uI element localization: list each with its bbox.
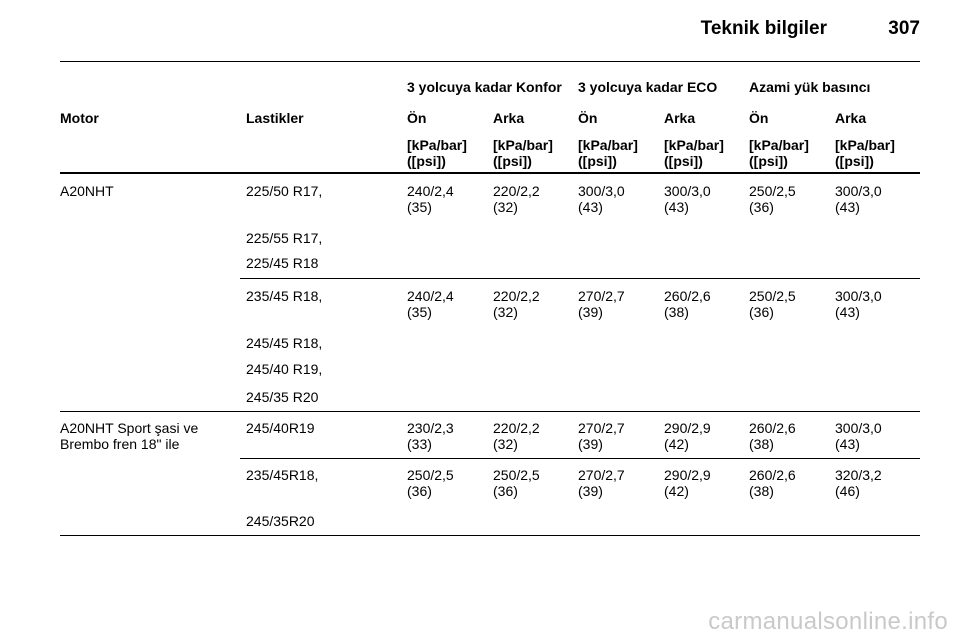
row-divider	[60, 411, 920, 412]
motor-cell: A20NHT Sport şasi ve Brembo fren 18" ile	[60, 420, 199, 452]
page-title: Teknik bilgiler	[700, 18, 827, 39]
table-bottom-rule	[60, 535, 920, 536]
watermark: carmanualsonline.info	[708, 608, 948, 635]
pressure-cell: 290/2,9 (42)	[664, 420, 711, 452]
col-header-eco-rear: Arka	[664, 110, 696, 126]
unit-header: [kPa/bar] ([psi])	[407, 137, 467, 169]
pressure-cell: 250/2,5 (36)	[493, 467, 540, 499]
col-header-comfort-front: Ön	[407, 110, 427, 126]
unit-header: [kPa/bar] ([psi])	[749, 137, 809, 169]
pressure-cell: 300/3,0 (43)	[835, 420, 882, 452]
pressure-cell: 260/2,6 (38)	[749, 467, 796, 499]
tire-size: 245/45 R18,	[246, 335, 323, 351]
tire-size: 225/45 R18	[246, 255, 319, 271]
pressure-cell: 300/3,0 (43)	[835, 183, 882, 215]
tire-size: 235/45 R18,	[246, 288, 323, 304]
unit-header: [kPa/bar] ([psi])	[835, 137, 895, 169]
header-rule	[60, 172, 920, 174]
tire-size: 225/50 R17,	[246, 183, 323, 199]
col-header-max-front: Ön	[749, 110, 769, 126]
group-header-eco: 3 yolcuya kadar ECO	[578, 79, 718, 95]
col-header-max-rear: Arka	[835, 110, 867, 126]
pressure-cell: 250/2,5 (36)	[749, 288, 796, 320]
tire-size: 245/35R20	[246, 513, 315, 529]
pressure-cell: 290/2,9 (42)	[664, 467, 711, 499]
col-header-comfort-rear: Arka	[493, 110, 525, 126]
pressure-cell: 300/3,0 (43)	[578, 183, 625, 215]
pressure-cell: 320/3,2 (46)	[835, 467, 882, 499]
pressure-cell: 250/2,5 (36)	[407, 467, 454, 499]
pressure-cell: 300/3,0 (43)	[835, 288, 882, 320]
tire-size: 245/40R19	[246, 420, 315, 436]
col-header-motor: Motor	[60, 110, 99, 126]
pressure-cell: 220/2,2 (32)	[493, 420, 540, 452]
col-header-tires: Lastikler	[246, 110, 304, 126]
row-divider	[240, 278, 920, 279]
tire-size: 235/45R18,	[246, 467, 319, 483]
col-header-eco-front: Ön	[578, 110, 598, 126]
pressure-cell: 260/2,6 (38)	[664, 288, 711, 320]
pressure-cell: 300/3,0 (43)	[664, 183, 711, 215]
unit-header: [kPa/bar] ([psi])	[578, 137, 638, 169]
pressure-cell: 250/2,5 (36)	[749, 183, 796, 215]
page-number: 307	[888, 18, 920, 39]
pressure-cell: 260/2,6 (38)	[749, 420, 796, 452]
unit-header: [kPa/bar] ([psi])	[664, 137, 724, 169]
pressure-cell: 240/2,4 (35)	[407, 183, 454, 215]
tire-size: 245/35 R20	[246, 389, 319, 405]
pressure-cell: 270/2,7 (39)	[578, 288, 625, 320]
motor-cell: A20NHT	[60, 183, 114, 199]
pressure-cell: 270/2,7 (39)	[578, 420, 625, 452]
top-rule	[60, 61, 920, 62]
pressure-cell: 230/2,3 (33)	[407, 420, 454, 452]
group-header-comfort: 3 yolcuya kadar Konfor	[407, 79, 562, 95]
tire-size: 245/40 R19,	[246, 361, 323, 377]
pressure-cell: 220/2,2 (32)	[493, 288, 540, 320]
pressure-cell: 270/2,7 (39)	[578, 467, 625, 499]
pressure-cell: 220/2,2 (32)	[493, 183, 540, 215]
unit-header: [kPa/bar] ([psi])	[493, 137, 553, 169]
pressure-cell: 240/2,4 (35)	[407, 288, 454, 320]
tire-size: 225/55 R17,	[246, 230, 323, 246]
row-divider	[240, 458, 920, 459]
group-header-max-load: Azami yük basıncı	[749, 79, 871, 95]
